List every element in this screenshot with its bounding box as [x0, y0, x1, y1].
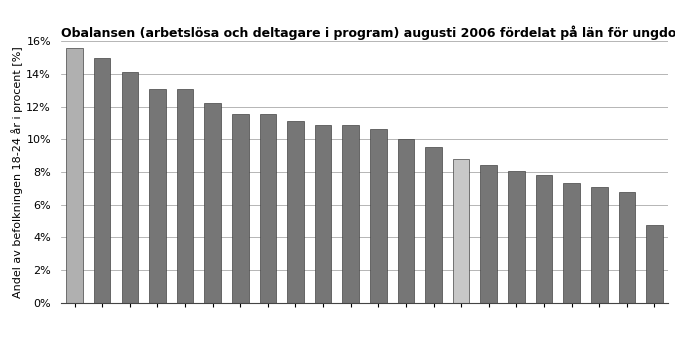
Text: Obalansen (arbetslösa och deltagare i program) augusti 2006 fördelat på län för : Obalansen (arbetslösa och deltagare i pr… — [61, 25, 675, 40]
Bar — [481, 165, 497, 303]
Bar — [205, 103, 221, 303]
Bar — [591, 187, 608, 303]
Bar — [453, 159, 469, 303]
Bar — [260, 114, 276, 303]
Bar — [177, 89, 193, 303]
Y-axis label: Andel av befolkningen 18-24 år i procent [%]: Andel av befolkningen 18-24 år i procent… — [11, 46, 24, 298]
Bar — [618, 192, 635, 303]
Bar — [149, 89, 165, 303]
Bar — [370, 129, 387, 303]
Bar — [287, 120, 304, 303]
Bar — [66, 48, 83, 303]
Bar — [508, 171, 524, 303]
Bar — [425, 147, 442, 303]
Bar — [536, 175, 552, 303]
Bar — [342, 125, 359, 303]
Bar — [398, 139, 414, 303]
Bar — [232, 114, 248, 303]
Bar — [122, 72, 138, 303]
Bar — [94, 57, 111, 303]
Bar — [315, 125, 331, 303]
Bar — [564, 183, 580, 303]
Bar — [646, 225, 663, 303]
